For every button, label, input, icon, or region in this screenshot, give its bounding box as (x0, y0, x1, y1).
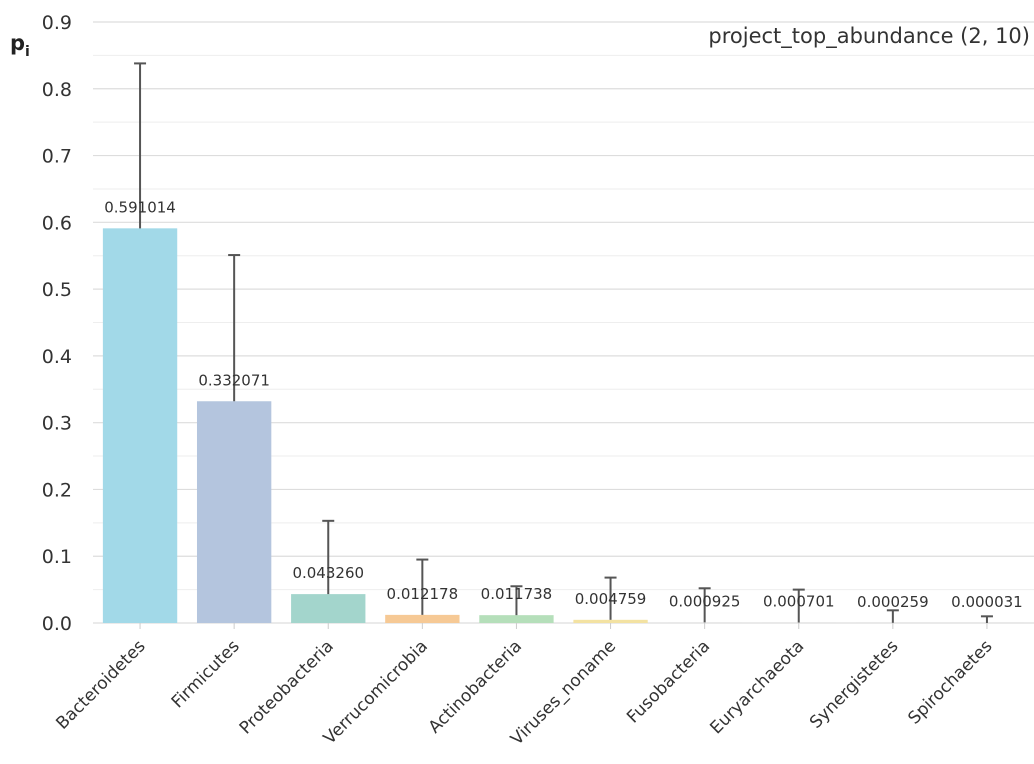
x-tick-label: Proteobacteria (236, 636, 338, 738)
bar (761, 622, 836, 623)
bar (479, 615, 554, 623)
y-axis-label: pi (10, 31, 30, 60)
y-tick-label: 0.4 (42, 346, 72, 368)
y-tick-label: 0.0 (42, 613, 72, 635)
x-tick-label: Euryarchaeota (706, 636, 808, 738)
x-tick-label: Viruses_noname (507, 636, 620, 749)
bar-value-label: 0.591014 (104, 198, 176, 216)
x-tick-label: Bacteroidetes (52, 636, 149, 733)
y-axis-label-main: p (10, 31, 25, 55)
y-tick-label: 0.6 (42, 212, 72, 234)
bar-value-label: 0.011738 (481, 585, 553, 603)
bar-value-label: 0.000925 (669, 592, 741, 610)
bar (102, 228, 178, 623)
y-tick-label: 0.1 (42, 546, 72, 568)
bar-value-label: 0.043260 (292, 564, 364, 582)
y-tick-layer: 0.0 0.1 0.2 0.3 0.4 0.5 0.6 0.7 0.8 0.9 (42, 12, 72, 635)
y-tick-label: 0.5 (42, 279, 72, 301)
x-tick-label: Synergistetes (806, 636, 902, 732)
x-tick-label: Firmicutes (168, 636, 244, 712)
bar-value-label: 0.000031 (951, 593, 1023, 611)
x-tick-label: Spirochaetes (904, 636, 996, 728)
bar-value-label: 0.000259 (857, 593, 929, 611)
y-tick-label: 0.3 (42, 413, 72, 435)
bar (196, 401, 272, 623)
bar (667, 622, 742, 623)
x-tick-label: Actinobacteria (425, 636, 526, 737)
bar-value-label: 0.000701 (763, 593, 835, 611)
bar-value-label: 0.004759 (575, 590, 647, 608)
value-label-layer: 0.591014 0.332071 0.043260 0.012178 0.011738… (104, 198, 1022, 611)
bar-layer (102, 228, 1025, 623)
y-axis-label-subscript: i (25, 44, 30, 60)
y-tick-label: 0.8 (42, 79, 72, 101)
x-tick-layer: Bacteroidetes FirmicutesProteobacteriaVer… (52, 623, 997, 749)
bar (573, 619, 648, 623)
chart-title: project_top_abundance (2, 10) (708, 24, 1030, 49)
bar (385, 614, 460, 623)
bar-value-label: 0.332071 (198, 371, 270, 389)
x-tick-label: Fusobacteria (623, 636, 714, 727)
error-bar-layer (134, 62, 993, 623)
y-tick-label: 0.9 (42, 12, 72, 34)
x-tick-label: Verrucomicrobia (320, 636, 432, 748)
bar-value-label: 0.012178 (387, 585, 459, 603)
y-tick-label: 0.2 (42, 479, 72, 501)
y-tick-label: 0.7 (42, 146, 72, 168)
bar (291, 594, 366, 623)
